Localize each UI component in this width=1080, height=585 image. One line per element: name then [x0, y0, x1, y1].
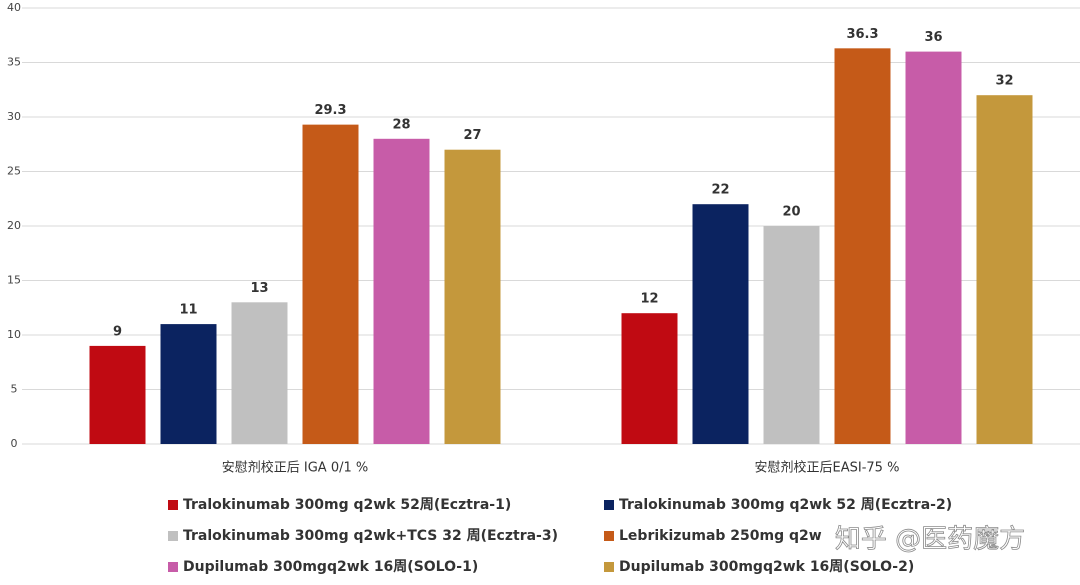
legend-label: Dupilumab 300mgq2wk 16周(SOLO-2): [619, 559, 914, 575]
y-tick-label: 15: [7, 274, 21, 287]
value-label: 11: [179, 303, 197, 318]
value-label: 29.3: [314, 103, 346, 118]
bar: [692, 204, 749, 444]
bar: [89, 345, 146, 444]
bar: [621, 313, 678, 444]
legend-marker: [168, 531, 178, 541]
legend-label: Tralokinumab 300mg q2wk+TCS 32 周(Ecztra-…: [183, 528, 558, 544]
value-label: 9: [113, 324, 122, 339]
y-tick-label: 20: [7, 219, 21, 232]
bar: [905, 51, 962, 444]
y-tick-label: 10: [7, 328, 21, 341]
y-tick-label: 30: [7, 110, 21, 123]
legend-marker: [168, 500, 178, 510]
x-tick-label: 安慰剂校正后 IGA 0/1 %: [222, 460, 368, 476]
value-label: 12: [640, 292, 658, 307]
value-label: 20: [782, 205, 800, 220]
bar: [834, 48, 891, 445]
legend-marker: [604, 500, 614, 510]
bar: [302, 124, 359, 444]
bar: [444, 149, 501, 444]
value-label: 36: [924, 30, 942, 45]
value-label: 28: [392, 117, 410, 132]
legend-marker: [604, 531, 614, 541]
bar: [373, 138, 430, 445]
legend-marker: [604, 562, 614, 572]
legend-label: Tralokinumab 300mg q2wk 52周(Ecztra-1): [183, 497, 511, 513]
value-label: 36.3: [846, 27, 878, 42]
x-tick-label: 安慰剂校正后EASI-75 %: [755, 460, 900, 476]
y-tick-label: 0: [11, 437, 18, 450]
bar: [231, 302, 288, 444]
bar: [763, 226, 820, 444]
y-tick-label: 5: [11, 383, 18, 396]
y-tick-label: 25: [7, 165, 21, 178]
legend-label: Lebrikizumab 250mg q2w: [619, 528, 822, 544]
value-label: 22: [711, 183, 729, 198]
bar: [160, 324, 217, 444]
watermark: 知乎 @医药魔方: [835, 525, 1025, 555]
value-label: 32: [995, 74, 1013, 89]
y-tick-label: 40: [7, 1, 21, 14]
legend-marker: [168, 562, 178, 572]
legend-label: Dupilumab 300mgq2wk 16周(SOLO-1): [183, 559, 478, 575]
value-label: 27: [463, 128, 481, 143]
bar: [976, 95, 1033, 444]
value-label: 13: [250, 281, 268, 296]
legend-label: Tralokinumab 300mg q2wk 52 周(Ecztra-2): [619, 497, 952, 513]
y-tick-label: 35: [7, 56, 21, 69]
